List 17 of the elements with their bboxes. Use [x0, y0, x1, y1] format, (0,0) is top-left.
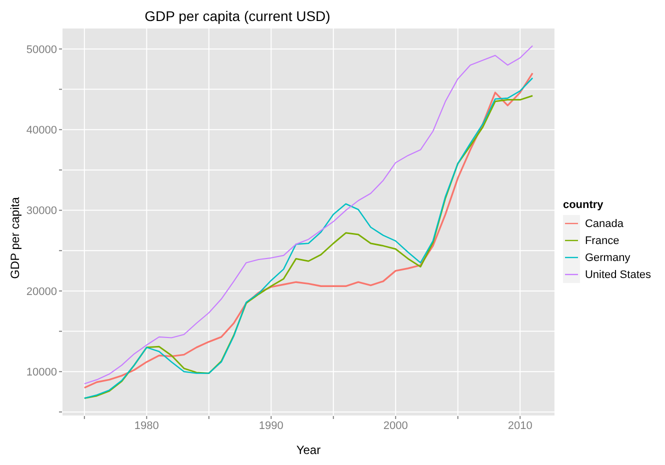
x-tick-label: 1990 — [258, 420, 284, 432]
y-tick-label: 50000 — [26, 44, 57, 56]
legend-label: Germany — [584, 252, 630, 264]
y-axis-title: GDP per capita — [8, 196, 22, 281]
y-tick-label: 40000 — [26, 124, 57, 137]
x-tick-label: 2010 — [508, 420, 532, 432]
legend-label: Canada — [584, 218, 624, 230]
legend-label: France — [584, 234, 620, 246]
x-axis-title: Year — [296, 443, 321, 457]
legend-label: United States — [584, 268, 651, 280]
x-tick-label: 2000 — [383, 420, 408, 432]
chart-title: GDP per capita (current USD) — [144, 8, 330, 24]
y-tick-label: 10000 — [26, 366, 57, 379]
y-tick-label: 20000 — [26, 286, 57, 298]
x-tick-label: 1980 — [134, 420, 159, 432]
y-tick-label: 30000 — [26, 205, 57, 218]
legend-title: country — [562, 199, 604, 211]
